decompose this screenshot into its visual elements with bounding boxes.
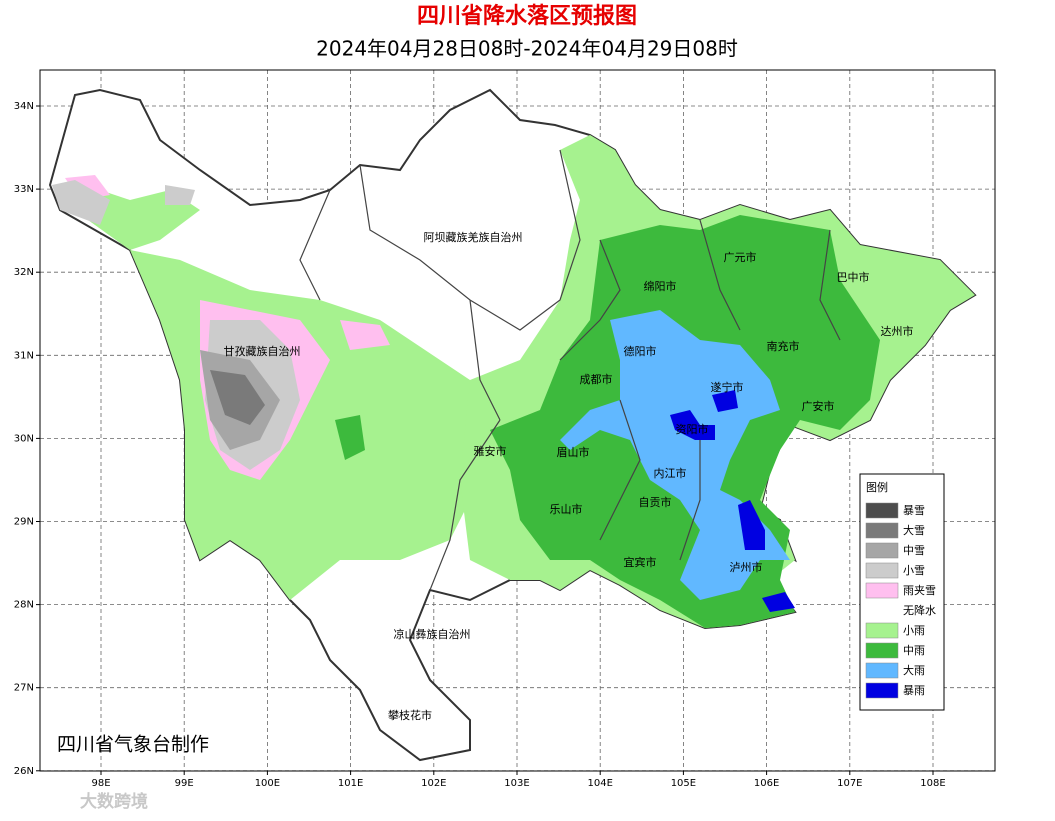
legend-swatch [865,562,899,579]
lon-tick-label: 105E [671,778,696,789]
legend-label: 暴雪 [903,504,925,517]
legend-label: 暴雨 [903,684,925,697]
legend-label: 无降水 [903,603,936,617]
legend-swatch [865,582,899,599]
legend-swatch [865,682,899,699]
city-label: 凉山彝族自治州 [394,627,471,641]
lat-tick-label: 29N [14,517,34,528]
legend-label: 大雪 [903,523,925,537]
map-frame [39,69,996,772]
legend-swatch [865,662,899,679]
lat-tick-label: 27N [14,683,34,694]
city-label: 泸州市 [730,560,763,574]
credit: 四川省气象台制作 [57,734,209,756]
city-label: 遂宁市 [711,380,744,394]
city-label: 自贡市 [639,495,672,509]
lon-tick-label: 102E [421,778,446,789]
legend-swatch [866,603,898,618]
rainstorm-suining [670,390,738,440]
lat-tick-label: 30N [14,433,34,444]
legend-label: 小雨 [903,624,925,637]
city-labels: 阿坝藏族羌族自治州 广元市 巴中市 绵阳市 达州市 甘孜藏族自治州 德阳市 南充… [224,230,914,722]
city-label: 内江市 [654,466,687,480]
map-title: 四川省降水落区预报图 [417,4,637,29]
lat-tick-label: 26N [14,766,34,777]
lat-tick-label: 28N [14,600,34,611]
legend-label: 中雪 [903,544,925,557]
lon-tick-label: 107E [837,778,862,789]
lon-tick-label: 99E [175,778,194,789]
lat-tick-label: 33N [14,184,34,195]
city-label: 宜宾市 [624,555,657,569]
city-label: 南充市 [767,339,800,353]
city-label: 德阳市 [624,344,657,358]
city-label: 甘孜藏族自治州 [224,344,301,358]
legend-label: 小雪 [903,564,925,577]
legend-swatch [865,542,899,559]
lat-tick-label: 34N [14,101,34,112]
heavy-rain [560,310,790,600]
lon-tick-label: 100E [255,778,280,789]
city-label: 眉山市 [557,445,590,459]
city-label: 乐山市 [550,502,583,516]
moderate-rain-west [335,415,365,460]
lon-tick-label: 103E [504,778,529,789]
city-label: 成都市 [580,372,613,386]
lon-tick-label: 108E [920,778,945,789]
legend-label: 中雨 [903,644,925,657]
city-label: 攀枝花市 [388,708,432,722]
lon-tick-label: 98E [91,778,110,789]
city-label: 巴中市 [837,270,870,284]
city-label: 达州市 [881,324,914,338]
legend-swatch [865,642,899,659]
lon-tick-label: 104E [587,778,612,789]
legend-title: 图例 [866,480,888,494]
province-map [48,88,977,762]
legend-swatch [865,622,899,639]
city-label: 雅安市 [474,444,507,458]
watermark: 大数跨境 [80,791,148,812]
city-label: 资阳市 [676,422,709,436]
lat-tick-label: 32N [14,267,34,278]
city-label: 阿坝藏族羌族自治州 [424,230,523,244]
map-subtitle: 2024年04月28日08时-2024年04月29日08时 [316,37,738,61]
lon-tick-label: 106E [754,778,779,789]
legend-swatch [865,502,899,519]
legend-swatch [865,522,899,539]
lat-tick-label: 31N [14,350,34,361]
prefecture-borders [299,149,841,591]
lon-tick-label: 101E [338,778,363,789]
legend-label: 雨夹雪 [903,584,936,597]
city-label: 广安市 [802,399,835,413]
city-label: 绵阳市 [644,279,677,293]
heavy-snow [210,370,265,425]
city-label: 广元市 [724,250,757,264]
rainstorm-luzhou [738,500,795,612]
legend-label: 大雨 [903,663,925,677]
